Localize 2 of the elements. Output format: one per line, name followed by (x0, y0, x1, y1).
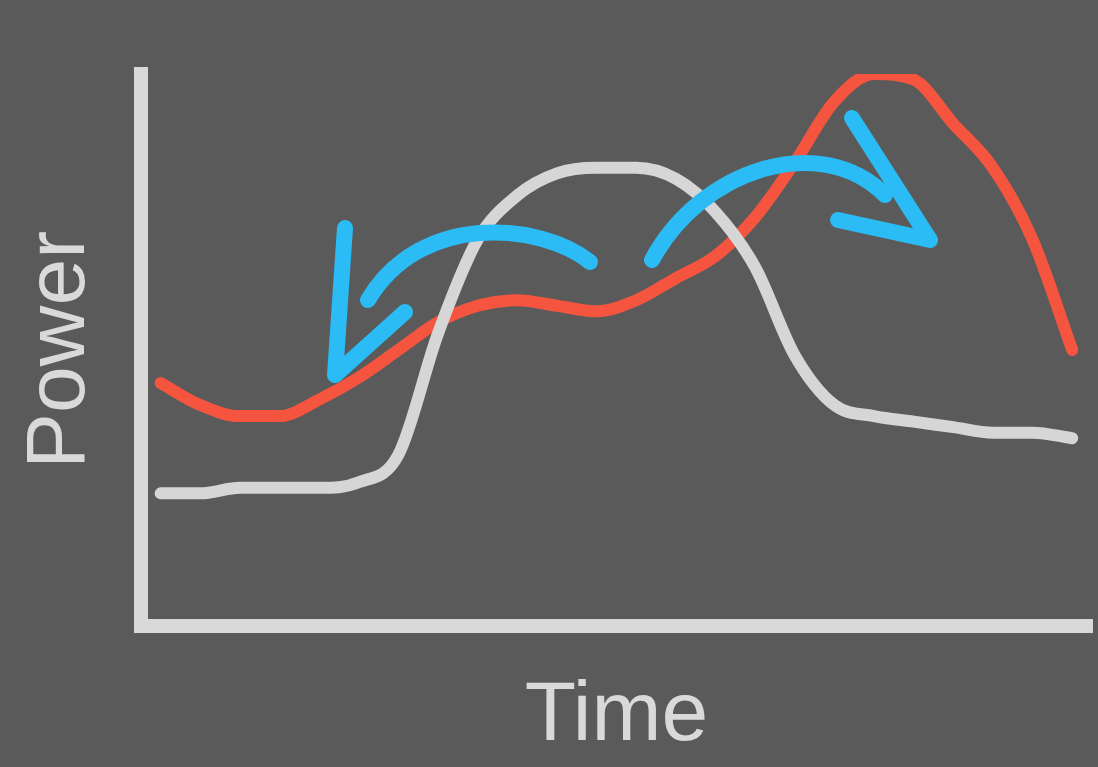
y-axis-title: Power (7, 230, 102, 469)
x-axis-title: Time (524, 663, 709, 758)
